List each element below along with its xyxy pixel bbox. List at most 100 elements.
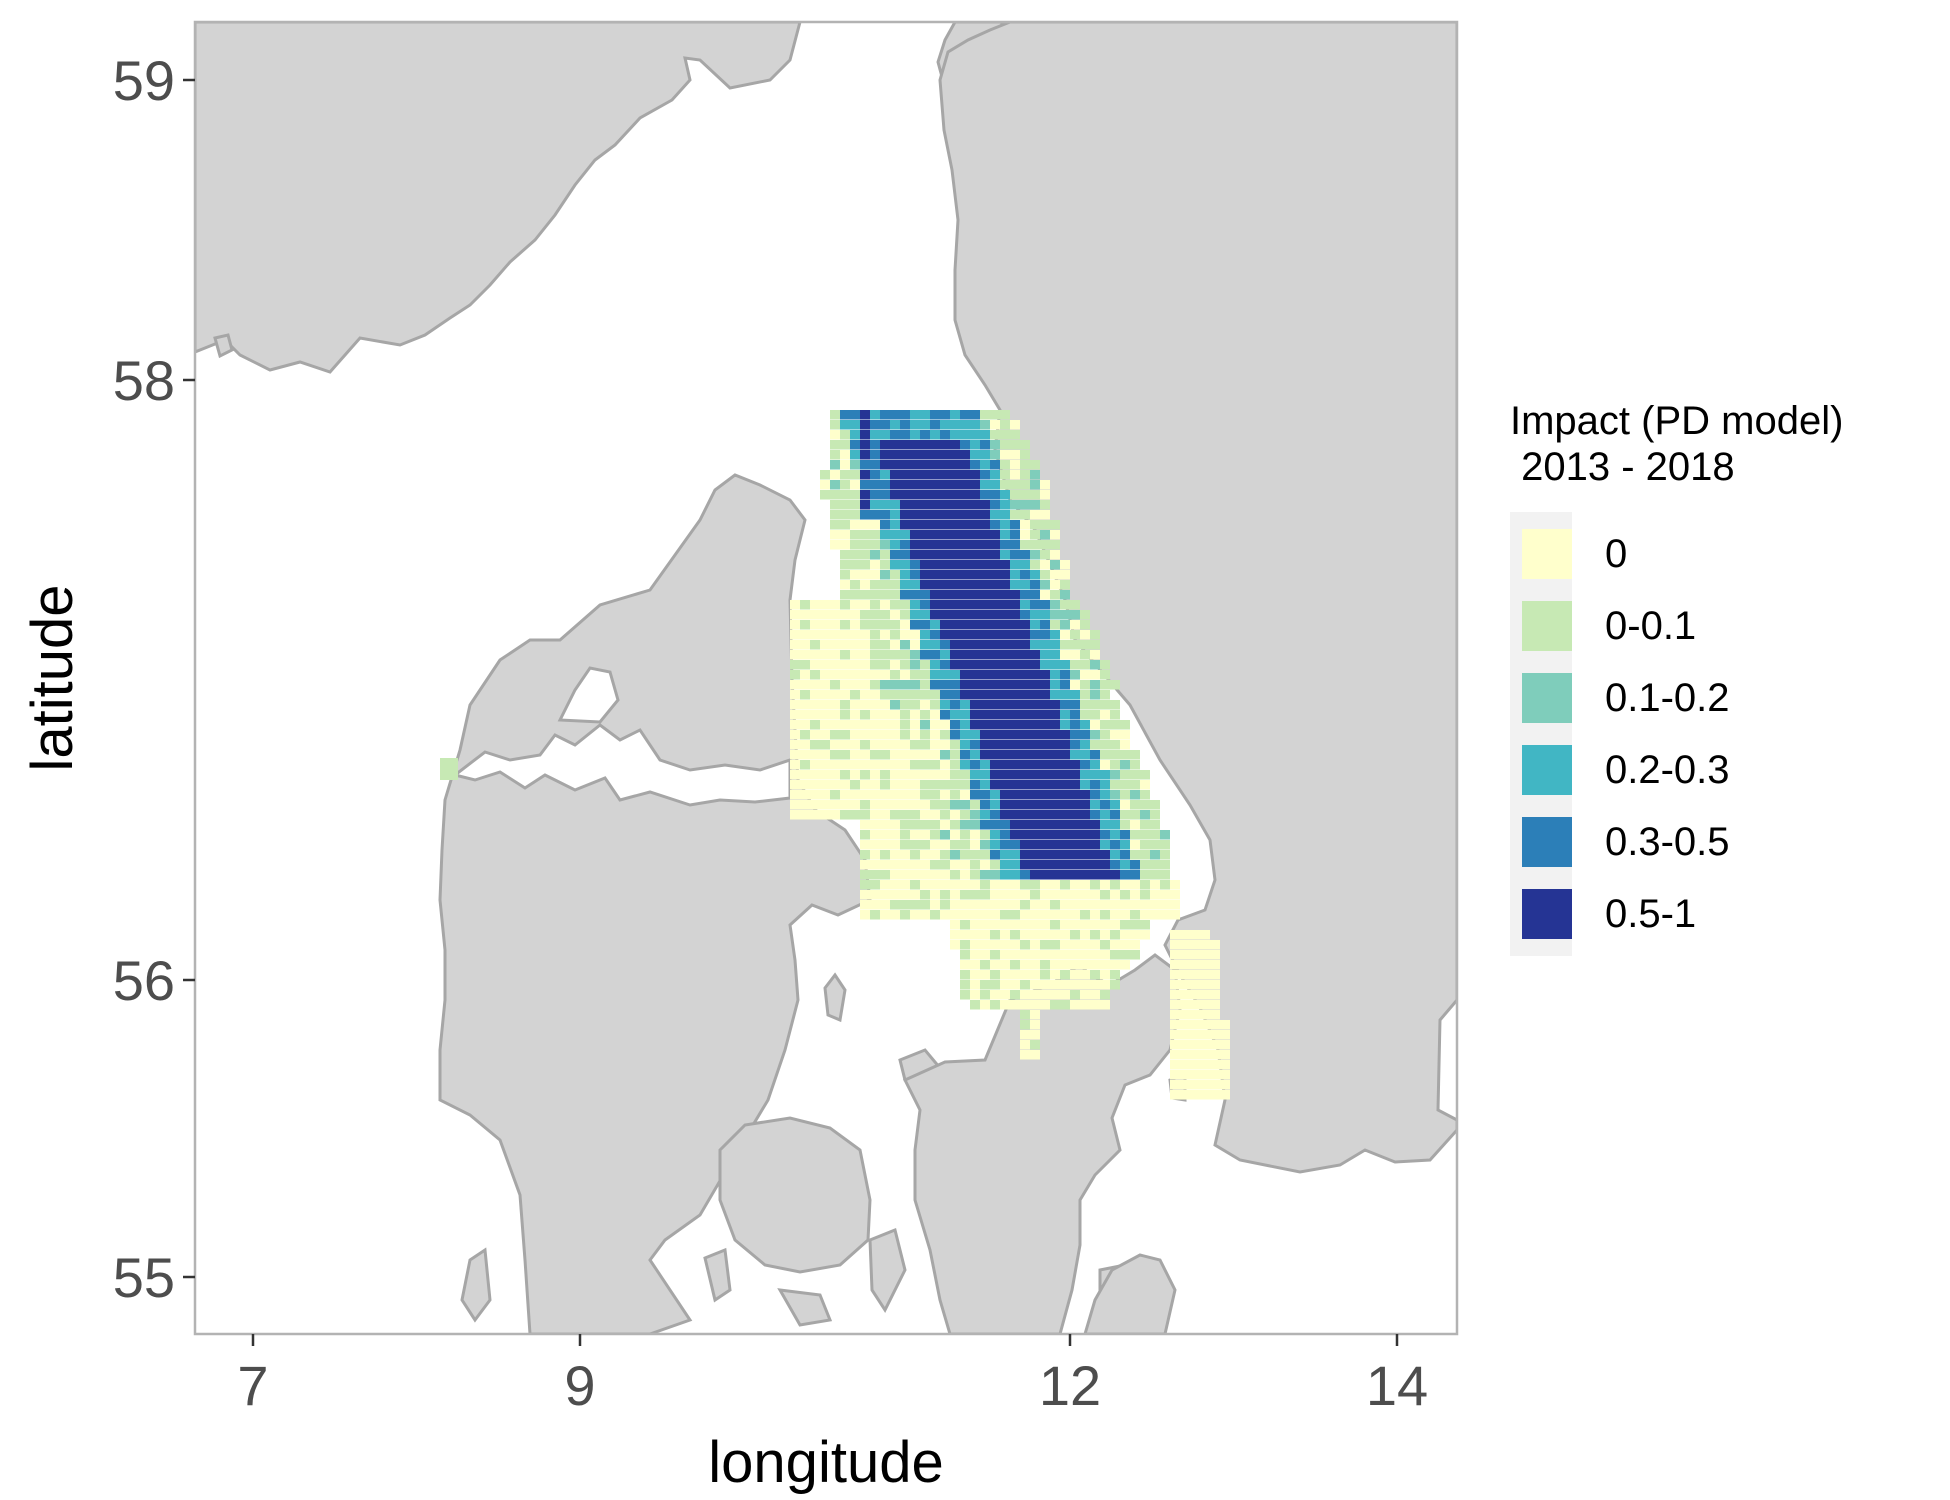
impact-cell xyxy=(870,590,880,600)
impact-cell xyxy=(1100,670,1110,680)
impact-cell xyxy=(920,650,930,660)
impact-cell xyxy=(1180,950,1190,960)
impact-cell xyxy=(850,620,860,630)
impact-cell xyxy=(920,570,930,580)
impact-cell xyxy=(1200,1000,1210,1010)
impact-cell xyxy=(1150,850,1160,860)
impact-cell xyxy=(980,860,990,870)
impact-cell xyxy=(970,410,980,420)
impact-cell xyxy=(1030,920,1040,930)
impact-cell xyxy=(1180,1040,1190,1050)
impact-cell xyxy=(790,740,800,750)
impact-cell xyxy=(1120,820,1130,830)
impact-cell xyxy=(1010,640,1020,650)
impact-cell xyxy=(940,720,950,730)
impact-cell xyxy=(1020,790,1030,800)
impact-cell xyxy=(1020,560,1030,570)
impact-cell xyxy=(1060,730,1070,740)
impact-cell xyxy=(990,720,1000,730)
impact-cell xyxy=(1060,890,1070,900)
impact-cell xyxy=(820,710,830,720)
impact-cell xyxy=(830,640,840,650)
impact-cell xyxy=(860,550,870,560)
impact-cell xyxy=(930,530,940,540)
impact-cell xyxy=(830,480,840,490)
impact-cell xyxy=(1190,1060,1200,1070)
impact-cell xyxy=(1050,970,1060,980)
impact-cell xyxy=(1050,830,1060,840)
impact-cell xyxy=(840,580,850,590)
impact-cell xyxy=(1140,860,1150,870)
impact-cell xyxy=(1000,450,1010,460)
impact-cell xyxy=(1030,1030,1040,1040)
y-axis: 59 58 56 55 xyxy=(113,49,195,1309)
impact-cell xyxy=(1060,860,1070,870)
impact-cell xyxy=(1110,810,1120,820)
impact-cell xyxy=(820,760,830,770)
impact-cell xyxy=(1000,840,1010,850)
impact-cell xyxy=(820,680,830,690)
impact-cell xyxy=(1130,800,1140,810)
impact-cell xyxy=(850,520,860,530)
impact-cell xyxy=(1210,980,1220,990)
impact-cell xyxy=(1130,910,1140,920)
impact-cell xyxy=(950,840,960,850)
impact-cell xyxy=(900,770,910,780)
impact-cell xyxy=(840,530,850,540)
impact-cell xyxy=(1110,760,1120,770)
impact-cell xyxy=(1060,900,1070,910)
impact-cell xyxy=(1120,870,1130,880)
impact-cell xyxy=(940,600,950,610)
impact-cell xyxy=(890,820,900,830)
impact-cell xyxy=(980,520,990,530)
impact-cell xyxy=(790,750,800,760)
impact-cell xyxy=(950,730,960,740)
impact-cell xyxy=(890,810,900,820)
impact-cell xyxy=(1020,900,1030,910)
impact-cell xyxy=(870,700,880,710)
impact-cell xyxy=(960,550,970,560)
impact-cell xyxy=(930,760,940,770)
y-axis-title: latitude xyxy=(20,584,85,771)
impact-cell xyxy=(800,790,810,800)
impact-cell xyxy=(960,430,970,440)
impact-cell xyxy=(1020,940,1030,950)
impact-cell xyxy=(860,570,870,580)
impact-cell xyxy=(1100,680,1110,690)
impact-cell xyxy=(1060,1000,1070,1010)
impact-cell xyxy=(880,480,890,490)
impact-cell xyxy=(1080,770,1090,780)
impact-cell xyxy=(900,820,910,830)
impact-cell xyxy=(860,870,870,880)
impact-cell xyxy=(840,560,850,570)
impact-cell xyxy=(810,700,820,710)
impact-cell xyxy=(920,760,930,770)
land-sweden xyxy=(938,22,1457,1174)
impact-cell xyxy=(1120,840,1130,850)
impact-cell xyxy=(1010,760,1020,770)
impact-cell xyxy=(980,500,990,510)
impact-cell xyxy=(870,480,880,490)
impact-cell xyxy=(860,480,870,490)
impact-cell xyxy=(950,770,960,780)
impact-cell xyxy=(930,810,940,820)
impact-cell xyxy=(1010,710,1020,720)
impact-cell xyxy=(940,640,950,650)
impact-cell xyxy=(800,600,810,610)
impact-cell xyxy=(1200,1040,1210,1050)
impact-cell xyxy=(870,460,880,470)
impact-cell xyxy=(930,740,940,750)
impact-cell xyxy=(870,730,880,740)
impact-cell xyxy=(910,790,920,800)
impact-cell xyxy=(1050,690,1060,700)
impact-cell xyxy=(1060,870,1070,880)
impact-cell xyxy=(1100,700,1110,710)
impact-cell xyxy=(990,900,1000,910)
impact-cell xyxy=(890,410,900,420)
impact-cell xyxy=(870,610,880,620)
impact-cell xyxy=(990,860,1000,870)
impact-cell xyxy=(920,710,930,720)
impact-cell xyxy=(1040,770,1050,780)
impact-cell xyxy=(1060,840,1070,850)
impact-cell xyxy=(790,790,800,800)
